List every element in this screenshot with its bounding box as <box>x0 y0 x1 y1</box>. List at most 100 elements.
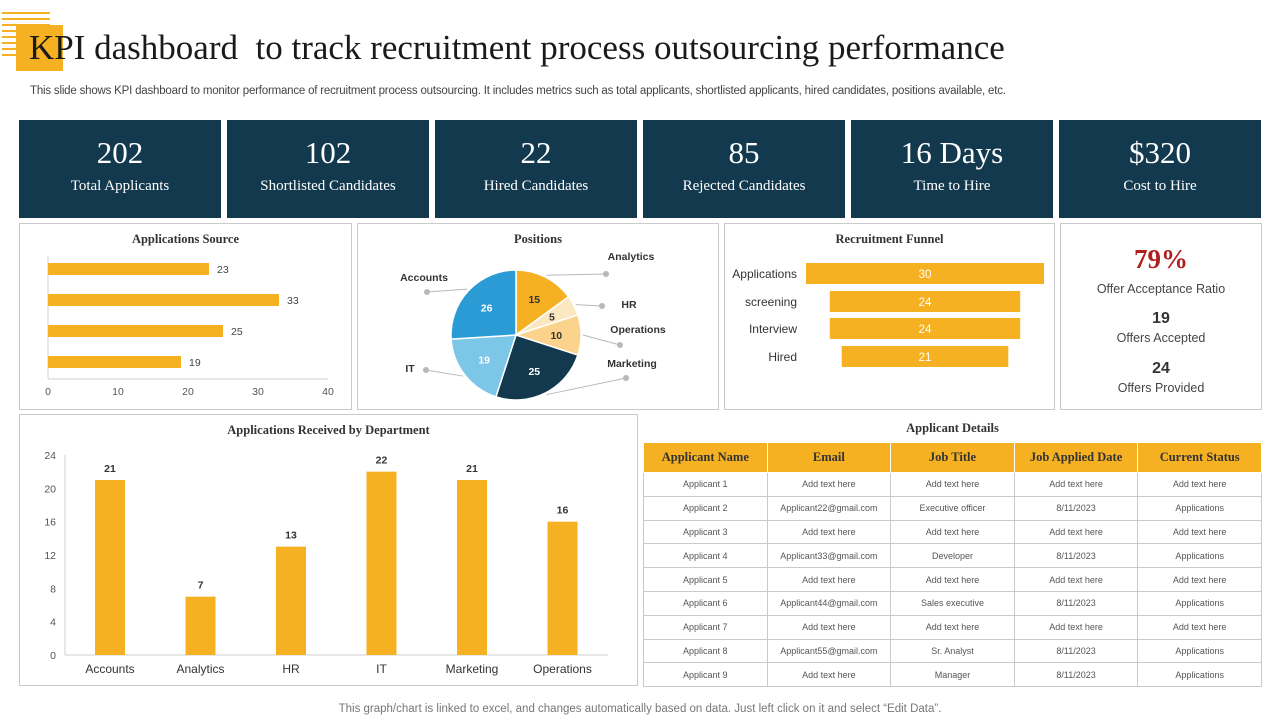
pie-category-label: HR <box>621 299 637 311</box>
source-bar-label: 23 <box>217 264 229 276</box>
table-cell: Add text here <box>890 519 1015 545</box>
column-header: Job Title <box>890 442 1015 473</box>
kpi-label: Cost to Hire <box>1123 178 1197 194</box>
offers-accepted-label: Offers Accepted <box>1116 331 1206 345</box>
source-bar <box>48 325 223 337</box>
pie-slice <box>515 269 570 337</box>
column-header: Applicant Name <box>643 442 768 473</box>
table-cell: Add text here <box>766 662 892 688</box>
table-cell: Developer <box>890 543 1015 569</box>
pie-slice <box>450 334 518 398</box>
pie-category-label: Marketing <box>607 358 657 370</box>
department-bar-label: 7 <box>198 580 204 592</box>
department-bar <box>457 480 487 655</box>
offers-provided-label: Offers Provided <box>1117 381 1205 395</box>
applications-source-panel: Applications Source 23 33 25 19 0 10 20 30 40 <box>19 223 352 410</box>
table-cell: Applicant 5 <box>643 567 768 592</box>
table-cell: Applicant 2 <box>643 495 768 521</box>
kpi-hired-candidates: 22 Hired Candidates <box>435 120 637 218</box>
x-category-label: Operations <box>533 662 592 676</box>
offer-acceptance-label: Offer Acceptance Ratio <box>1096 282 1226 296</box>
table-cell: Add text here <box>890 614 1015 640</box>
kpi-label: Hired Candidates <box>483 178 589 194</box>
table-cell: Applicant 7 <box>643 614 768 640</box>
department-applications-title: Applications Received by Department <box>227 423 430 437</box>
department-applications-chart: 0 4 8 12 16 20 24 21 Accounts 7 Analytics 13 HR 22 IT 2… <box>44 450 608 676</box>
footer-note: This graph/chart is linked to excel, and… <box>338 703 942 715</box>
table-cell: Applicant22@gmail.com <box>766 495 892 521</box>
applicant-details-table: Applicant Name Email Job Title Job Applied … <box>643 442 1262 688</box>
department-bar-label: 22 <box>376 455 388 467</box>
table-cell: Add text here <box>1013 472 1139 497</box>
table-cell: Manager <box>890 662 1015 688</box>
table-cell: Applications <box>1137 590 1262 616</box>
pie-value-label: 5 <box>549 312 555 324</box>
table-cell: Applicant55@gmail.com <box>766 638 892 664</box>
table-cell: Add text here <box>1013 614 1139 640</box>
table-cell: Add text here <box>766 567 892 592</box>
offer-acceptance-ratio: 79% <box>1134 244 1188 274</box>
table-cell: Applicant 4 <box>643 543 768 569</box>
department-bar-label: 21 <box>466 463 478 475</box>
funnel-bar <box>806 263 1044 284</box>
x-tick-label: 30 <box>252 386 264 398</box>
funnel-value-label: 21 <box>919 352 932 364</box>
table-cell: 8/11/2023 <box>1013 638 1139 664</box>
pie-leader-dot <box>424 289 430 295</box>
pie-value-label: 19 <box>478 355 490 367</box>
source-bar-label: 25 <box>231 326 243 338</box>
table-cell: Sales executive <box>890 590 1015 616</box>
applications-source-title: Applications Source <box>131 232 240 246</box>
kpi-rejected-candidates: 85 Rejected Candidates <box>643 120 845 218</box>
pie-leader-line <box>426 288 468 293</box>
table-cell: Add text here <box>890 472 1015 497</box>
x-category-label: IT <box>376 662 387 676</box>
table-cell: Add text here <box>766 472 892 497</box>
x-tick-label: 0 <box>45 386 51 398</box>
recruitment-funnel-chart: 30 Applications 24 screening 24 Interview 21 Hi… <box>732 263 1044 367</box>
table-cell: Applications <box>1137 543 1262 569</box>
table-cell: 8/11/2023 <box>1013 543 1139 569</box>
department-applications-panel: Applications Received by Department 0 4 8 1… <box>19 414 638 686</box>
table-cell: Sr. Analyst <box>890 638 1015 664</box>
column-header: Job Applied Date <box>1013 442 1139 473</box>
recruitment-funnel-panel: Recruitment Funnel 30 Applications 24 scree… <box>724 223 1055 410</box>
kpi-value: 16 Days <box>900 135 1004 170</box>
y-tick-label: 24 <box>44 450 56 462</box>
department-bar-label: 21 <box>104 463 116 475</box>
table-cell: Add text here <box>766 519 892 545</box>
table-row: Applicant 2 Applicant22@gmail.com Executiv… <box>643 495 1262 521</box>
table-cell: Applicant 9 <box>643 662 768 688</box>
table-cell: Applicant44@gmail.com <box>766 590 892 616</box>
kpi-label: Shortlisted Candidates <box>260 178 396 194</box>
pie-leader-dot <box>423 367 429 373</box>
applications-source-chart: 23 33 25 19 0 10 20 30 40 <box>45 256 334 398</box>
table-cell: Add text here <box>890 567 1015 592</box>
table-cell: Applicant 1 <box>643 472 768 497</box>
y-tick-label: 4 <box>50 617 56 629</box>
table-cell: 8/11/2023 <box>1013 495 1139 521</box>
kpi-label: Rejected Candidates <box>682 178 806 194</box>
pie-leader-dot <box>603 271 609 277</box>
department-bar <box>95 480 125 655</box>
x-tick-label: 40 <box>322 386 334 398</box>
table-cell: Applicant 8 <box>643 638 768 664</box>
table-cell: Applications <box>1137 495 1262 521</box>
kpi-value: $320 <box>1129 135 1191 170</box>
pie-leader-line <box>546 273 607 276</box>
funnel-category-label: screening <box>745 295 797 309</box>
funnel-category-label: Hired <box>768 350 797 364</box>
table-cell: Applicant33@gmail.com <box>766 543 892 569</box>
y-tick-label: 8 <box>50 583 56 595</box>
x-category-label: Accounts <box>85 662 134 676</box>
department-bar <box>185 596 216 655</box>
kpi-time-to-hire: 16 Days Time to Hire <box>851 120 1053 218</box>
pie-value-label: 15 <box>528 294 540 306</box>
pie-category-label: Accounts <box>400 272 448 284</box>
department-bar <box>547 521 578 655</box>
source-bar <box>48 356 181 368</box>
table-cell: Applicant 6 <box>643 590 768 616</box>
column-header: Current Status <box>1137 442 1262 473</box>
table-cell: Add text here <box>1137 519 1262 545</box>
recruitment-funnel-title: Recruitment Funnel <box>835 232 944 246</box>
